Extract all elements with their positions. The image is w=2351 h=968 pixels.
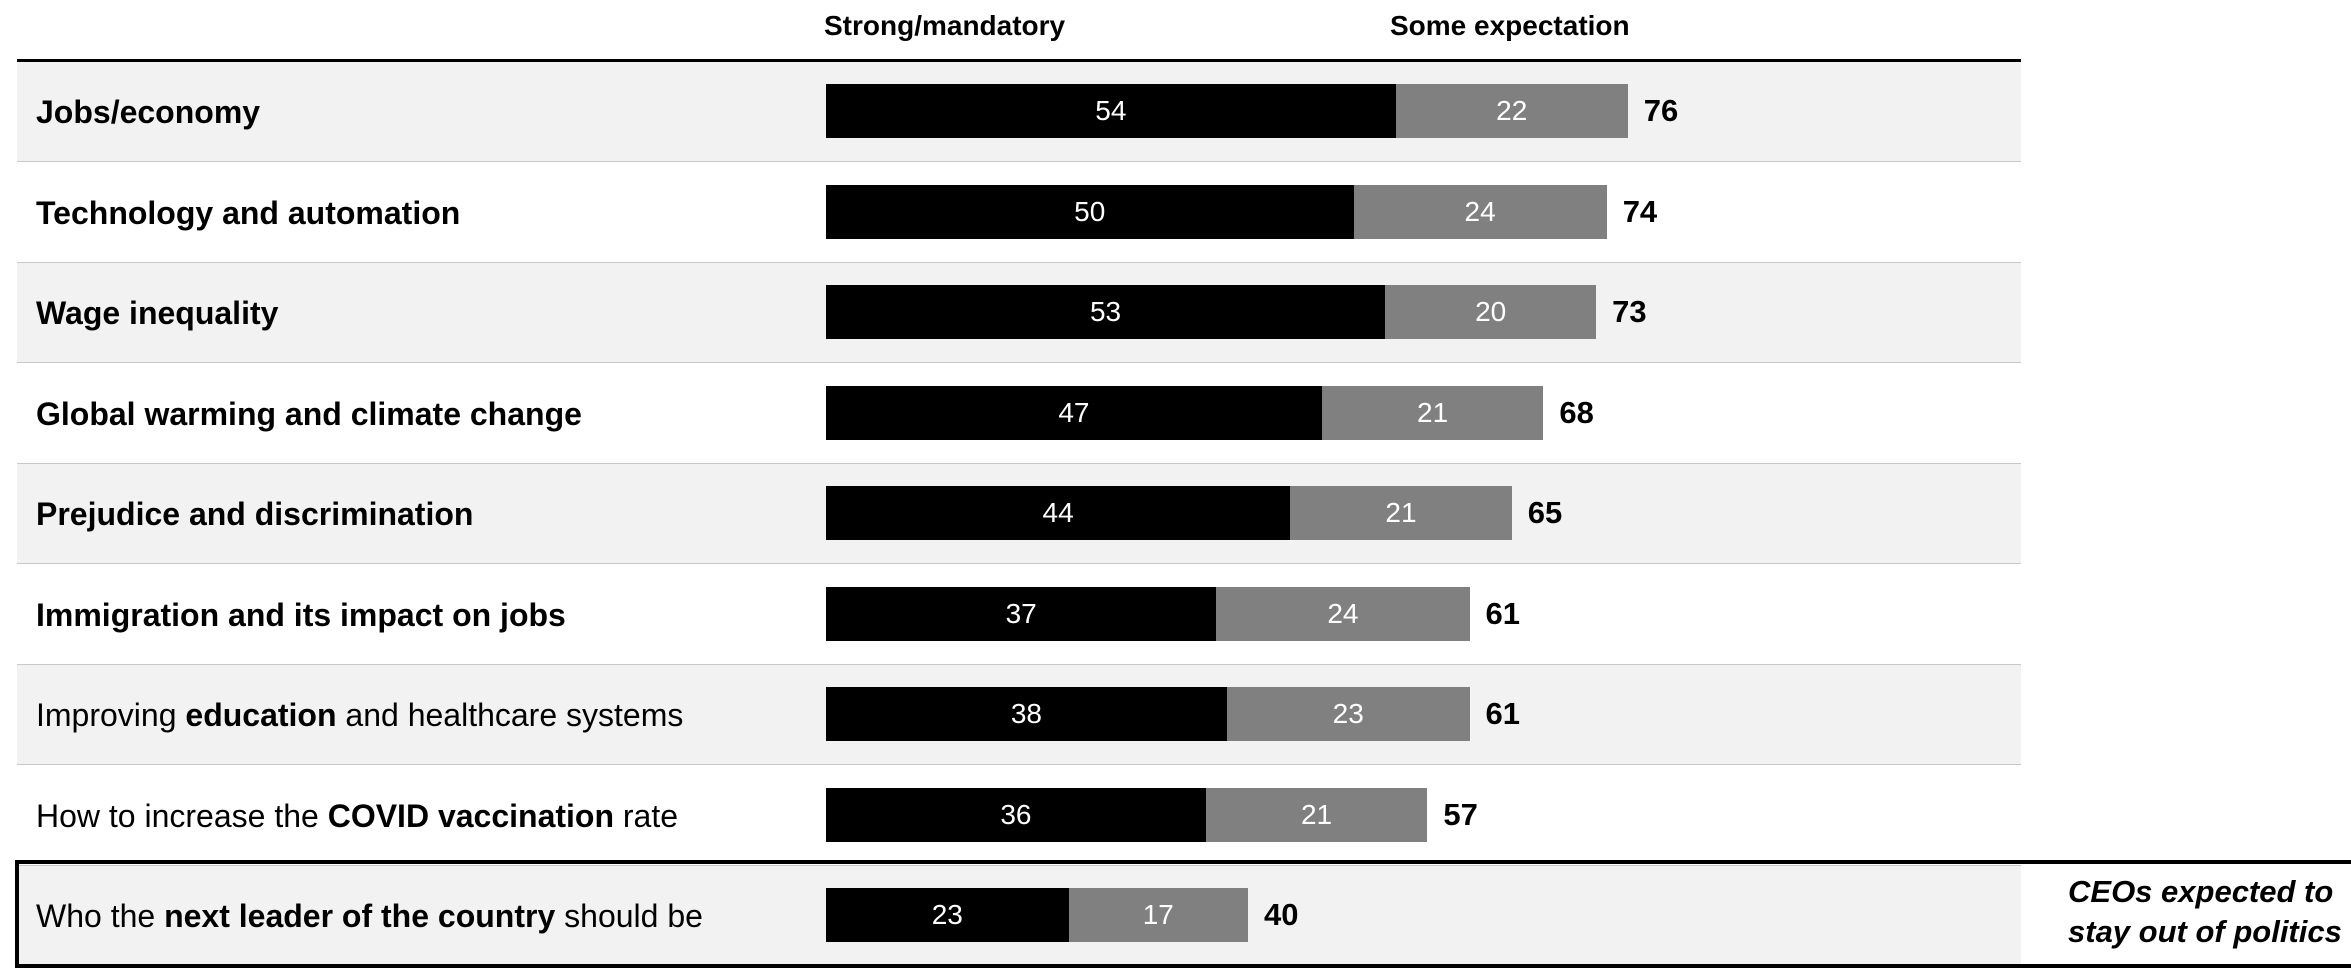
chart-row: Jobs/economy 54 22 76 xyxy=(17,62,2021,162)
category-label: Global warming and climate change xyxy=(36,364,582,464)
category-label-part: Prejudice and discrimination xyxy=(36,496,474,532)
bar-strong-mandatory: 47 xyxy=(826,385,1322,440)
bar-some-expectation: 24 xyxy=(1353,184,1607,239)
bar-strong-mandatory: 23 xyxy=(826,888,1069,942)
total-value-label: 57 xyxy=(1443,796,1478,832)
category-label-part: Jobs/economy xyxy=(36,94,261,130)
bar-some-expectation: 21 xyxy=(1321,385,1544,440)
total-value-label: 65 xyxy=(1527,495,1563,530)
bar-some-expectation: 24 xyxy=(1216,586,1470,641)
annotation-line-1: CEOs expected to xyxy=(2068,874,2334,909)
bar-strong-mandatory: 44 xyxy=(826,486,1291,540)
category-label: How to increase the COVID vaccination ra… xyxy=(36,766,678,866)
bar-strong-mandatory: 50 xyxy=(826,184,1354,239)
category-label: Immigration and its impact on jobs xyxy=(36,565,566,665)
chart-row: Who the next leader of the country shoul… xyxy=(17,866,2021,966)
category-label-part: Global warming and climate change xyxy=(36,395,582,432)
category-label: Prejudice and discrimination xyxy=(36,464,473,564)
category-label-part: rate xyxy=(614,797,679,834)
category-label-part: Who the xyxy=(36,898,165,934)
total-value-label: 74 xyxy=(1622,193,1658,229)
total-value-label: 73 xyxy=(1612,294,1647,329)
chart-row: Technology and automation 50 24 74 xyxy=(17,163,2021,263)
bar-strong-mandatory: 54 xyxy=(826,84,1396,138)
bar-strong-mandatory: 36 xyxy=(826,787,1206,842)
total-value-label: 68 xyxy=(1559,394,1594,430)
legend-strong-mandatory: Strong/mandatory xyxy=(824,10,1066,41)
chart-row: Immigration and its impact on jobs 37 24 61 xyxy=(17,565,2021,665)
category-label: Improving education and healthcare syste… xyxy=(36,665,683,765)
annotation-line-2: stay out of politics xyxy=(2068,914,2342,949)
total-value-label: 61 xyxy=(1485,696,1521,731)
category-label: Wage inequality xyxy=(36,263,278,363)
category-label-part: next leader of the country xyxy=(164,898,556,934)
bar-some-expectation: 17 xyxy=(1068,888,1248,942)
chart-row: Global warming and climate change 47 21 68 xyxy=(17,364,2021,464)
bar-strong-mandatory: 37 xyxy=(826,586,1217,641)
bar-some-expectation: 22 xyxy=(1395,84,1628,138)
bar-strong-mandatory: 38 xyxy=(826,687,1227,741)
bar-some-expectation: 23 xyxy=(1226,687,1470,741)
total-value-label: 40 xyxy=(1264,897,1299,932)
category-label-part: Wage inequality xyxy=(36,295,279,331)
bar-some-expectation: 21 xyxy=(1290,486,1512,540)
category-label-part: should be xyxy=(555,898,703,934)
category-label-part: education xyxy=(185,697,337,733)
bar-some-expectation: 21 xyxy=(1205,787,1428,842)
chart-row: How to increase the COVID vaccination ra… xyxy=(17,766,2021,866)
chart-row: Improving education and healthcare syste… xyxy=(17,665,2021,765)
total-value-label: 61 xyxy=(1485,595,1521,631)
category-label-part: Improving xyxy=(36,697,186,733)
total-value-label: 76 xyxy=(1643,93,1679,128)
legend-some-expectation: Some expectation xyxy=(1390,10,1630,41)
category-label-part: COVID vaccination xyxy=(327,797,614,834)
category-label-part: and healthcare systems xyxy=(336,697,684,733)
category-label-part: Technology and automation xyxy=(36,194,461,231)
politics-annotation: CEOs expected to stay out of politics xyxy=(2068,872,2342,952)
category-label: Jobs/economy xyxy=(36,62,260,162)
category-label: Technology and automation xyxy=(36,163,460,263)
chart-row: Wage inequality 53 20 73 xyxy=(17,263,2021,363)
chart-row: Prejudice and discrimination 44 21 65 xyxy=(17,464,2021,564)
category-label-part: How to increase the xyxy=(36,797,328,834)
bar-some-expectation: 20 xyxy=(1385,285,1597,339)
bar-strong-mandatory: 53 xyxy=(826,285,1386,339)
category-label: Who the next leader of the country shoul… xyxy=(36,866,703,966)
category-label-part: Immigration and its impact on jobs xyxy=(36,596,566,633)
